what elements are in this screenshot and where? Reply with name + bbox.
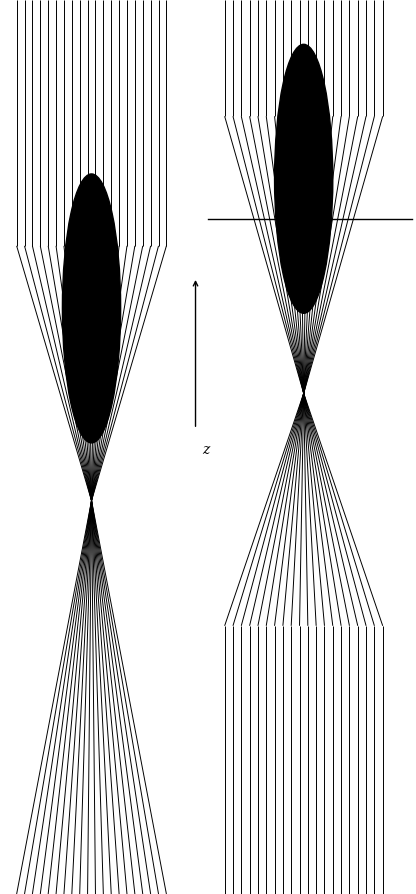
Text: z: z (202, 443, 209, 457)
Ellipse shape (62, 174, 121, 443)
Ellipse shape (275, 45, 333, 313)
